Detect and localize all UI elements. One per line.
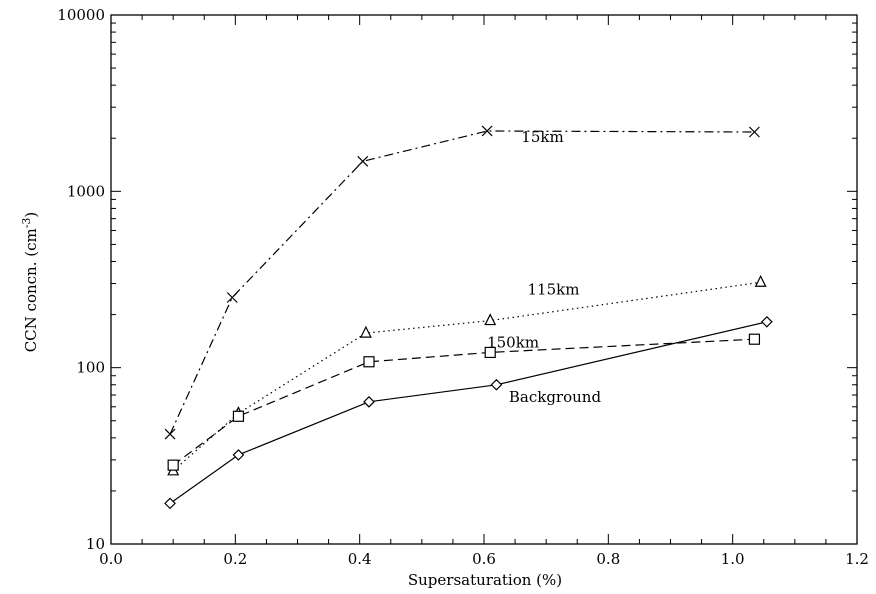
x-marker bbox=[481, 125, 493, 137]
series-15km bbox=[164, 125, 760, 440]
y-tick-labels: 10 100 1000 10000 bbox=[57, 6, 105, 553]
minor-ticks bbox=[111, 15, 857, 544]
y-axis-title-exponent: -3 bbox=[20, 218, 33, 229]
x-tick-labels: 0.0 0.2 0.4 0.6 0.8 1.0 1.2 bbox=[99, 550, 869, 568]
series-background bbox=[164, 315, 773, 510]
x-tick-label: 1.2 bbox=[845, 550, 869, 568]
x-tick-label: 1.0 bbox=[721, 550, 745, 568]
diamond-marker bbox=[490, 378, 503, 391]
plot-frame bbox=[110, 14, 858, 545]
x-axis-title: Supersaturation (%) bbox=[408, 571, 562, 589]
series-label-background: Background bbox=[509, 388, 602, 406]
y-axis-title: CCN concn. (cm-3) bbox=[20, 212, 40, 353]
x-tick-label: 0.2 bbox=[223, 550, 247, 568]
major-ticks bbox=[110, 15, 858, 545]
series-line bbox=[172, 281, 761, 472]
y-tick-label: 1000 bbox=[67, 182, 105, 200]
square-marker bbox=[748, 333, 761, 345]
series-150km bbox=[167, 333, 761, 471]
series-line bbox=[169, 321, 768, 504]
y-tick-label: 100 bbox=[76, 359, 105, 377]
square-marker bbox=[167, 459, 179, 471]
y-tick-label: 10000 bbox=[57, 6, 105, 24]
x-marker bbox=[226, 292, 238, 303]
diamond-marker bbox=[232, 449, 245, 461]
plot-border bbox=[110, 14, 858, 545]
series-line bbox=[169, 130, 755, 435]
y-tick-label: 10 bbox=[86, 535, 105, 553]
square-marker bbox=[484, 346, 496, 359]
diamond-marker bbox=[363, 395, 375, 408]
triangle-marker bbox=[359, 325, 372, 338]
series-label-15km: 15km bbox=[521, 128, 563, 146]
square-marker bbox=[232, 410, 245, 422]
y-axis-title-close: ) bbox=[22, 212, 40, 218]
square-marker bbox=[363, 356, 375, 368]
x-tick-label: 0.0 bbox=[99, 550, 123, 568]
triangle-marker bbox=[484, 313, 497, 326]
x-marker bbox=[164, 428, 176, 440]
series-label-115km: 115km bbox=[528, 280, 580, 298]
series-labels: 15km 115km 150km Background bbox=[487, 128, 601, 406]
x-tick-label: 0.4 bbox=[348, 550, 372, 568]
diamond-marker bbox=[164, 497, 176, 510]
y-axis-title-main: CCN concn. (cm bbox=[22, 228, 40, 352]
triangle-marker bbox=[754, 274, 767, 287]
diamond-marker bbox=[761, 315, 773, 328]
x-tick-label: 0.8 bbox=[596, 550, 620, 568]
series-115km bbox=[167, 274, 767, 476]
x-marker bbox=[357, 155, 369, 167]
x-tick-label: 0.6 bbox=[472, 550, 496, 568]
series-label-150km: 150km bbox=[487, 334, 539, 352]
x-marker bbox=[749, 126, 760, 138]
series-group bbox=[164, 125, 773, 510]
